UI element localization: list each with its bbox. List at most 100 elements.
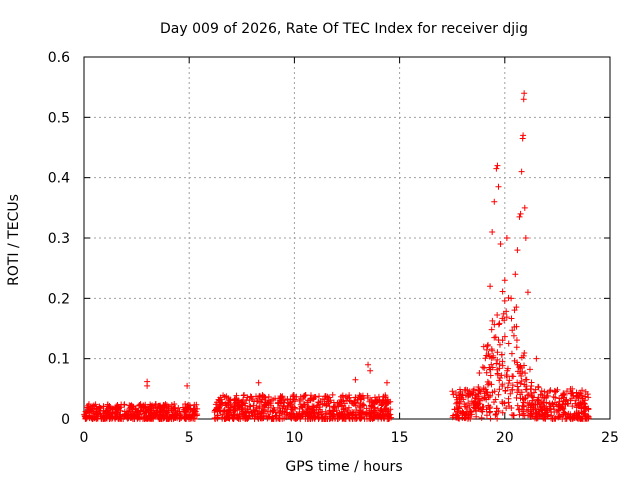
data-point <box>319 401 326 408</box>
data-point <box>243 415 250 422</box>
data-point <box>548 415 555 422</box>
data-point <box>501 277 508 284</box>
data-point <box>503 235 510 241</box>
data-point <box>487 372 494 379</box>
data-point <box>309 415 316 422</box>
data-point <box>493 165 500 172</box>
data-point <box>535 394 542 401</box>
data-point <box>349 412 356 419</box>
data-point <box>309 396 316 403</box>
data-point <box>220 407 227 414</box>
data-point <box>480 343 487 350</box>
data-point <box>235 415 242 422</box>
data-point <box>187 415 194 422</box>
data-point <box>112 410 119 417</box>
data-point <box>515 406 522 413</box>
data-point <box>550 403 557 410</box>
data-point <box>499 381 506 388</box>
data-point <box>329 391 336 398</box>
data-point <box>493 405 500 412</box>
data-point <box>380 397 387 404</box>
data-point <box>519 368 526 375</box>
data-point <box>254 411 261 418</box>
data-point <box>231 402 238 409</box>
data-point <box>563 396 570 403</box>
data-point <box>299 404 306 411</box>
data-point <box>569 415 576 422</box>
data-point <box>240 392 247 399</box>
data-point <box>491 388 498 395</box>
data-point <box>502 388 509 395</box>
data-point <box>256 398 263 405</box>
data-point <box>279 415 286 422</box>
data-point <box>182 408 189 415</box>
data-point <box>567 411 574 418</box>
data-point <box>244 406 251 413</box>
data-point <box>133 410 140 417</box>
data-point <box>114 403 121 410</box>
data-point <box>552 388 559 395</box>
data-point <box>121 412 128 419</box>
data-point <box>461 401 468 408</box>
data-point <box>562 415 569 422</box>
data-point <box>477 388 484 395</box>
data-point <box>291 405 298 412</box>
data-point <box>383 379 390 386</box>
data-point <box>457 388 464 395</box>
data-point <box>459 408 466 415</box>
data-point <box>520 132 527 139</box>
data-point <box>494 349 501 356</box>
data-point <box>336 411 343 418</box>
data-point <box>220 392 227 399</box>
data-point <box>454 408 461 415</box>
data-point <box>90 409 97 416</box>
data-point <box>236 403 243 410</box>
data-point <box>523 386 530 393</box>
x-tick-label: 0 <box>80 430 89 446</box>
data-point <box>366 398 373 405</box>
data-point <box>509 327 516 334</box>
data-point <box>148 403 155 410</box>
data-point <box>581 411 588 418</box>
points-layer <box>81 90 592 422</box>
data-point <box>569 390 576 397</box>
data-point <box>298 403 305 410</box>
data-point <box>254 408 261 415</box>
data-point <box>472 408 479 415</box>
data-point <box>503 314 510 321</box>
data-point <box>125 408 132 415</box>
data-point <box>505 380 512 387</box>
data-point <box>561 392 568 399</box>
data-point <box>575 402 582 409</box>
data-point <box>490 352 497 359</box>
data-point <box>506 377 513 384</box>
data-point <box>487 283 494 290</box>
data-point <box>563 388 570 395</box>
data-point <box>310 407 317 414</box>
data-point <box>258 399 265 406</box>
data-point <box>492 396 499 403</box>
data-point <box>344 395 351 402</box>
data-point <box>503 373 510 380</box>
data-point <box>368 403 375 410</box>
data-point <box>521 90 528 97</box>
data-point <box>326 407 333 414</box>
data-point <box>147 412 154 419</box>
data-point <box>250 402 257 409</box>
data-point <box>567 397 574 404</box>
data-point <box>524 289 531 296</box>
data-point <box>528 383 535 390</box>
data-point <box>326 415 333 422</box>
data-point <box>290 415 297 422</box>
data-point <box>511 323 518 330</box>
data-point <box>515 368 522 375</box>
data-point <box>251 415 258 422</box>
data-point <box>518 168 525 175</box>
data-point <box>211 408 218 415</box>
data-point <box>510 412 517 419</box>
data-point <box>466 402 473 409</box>
data-point <box>340 398 347 405</box>
data-point <box>467 391 474 398</box>
data-point <box>521 204 528 211</box>
